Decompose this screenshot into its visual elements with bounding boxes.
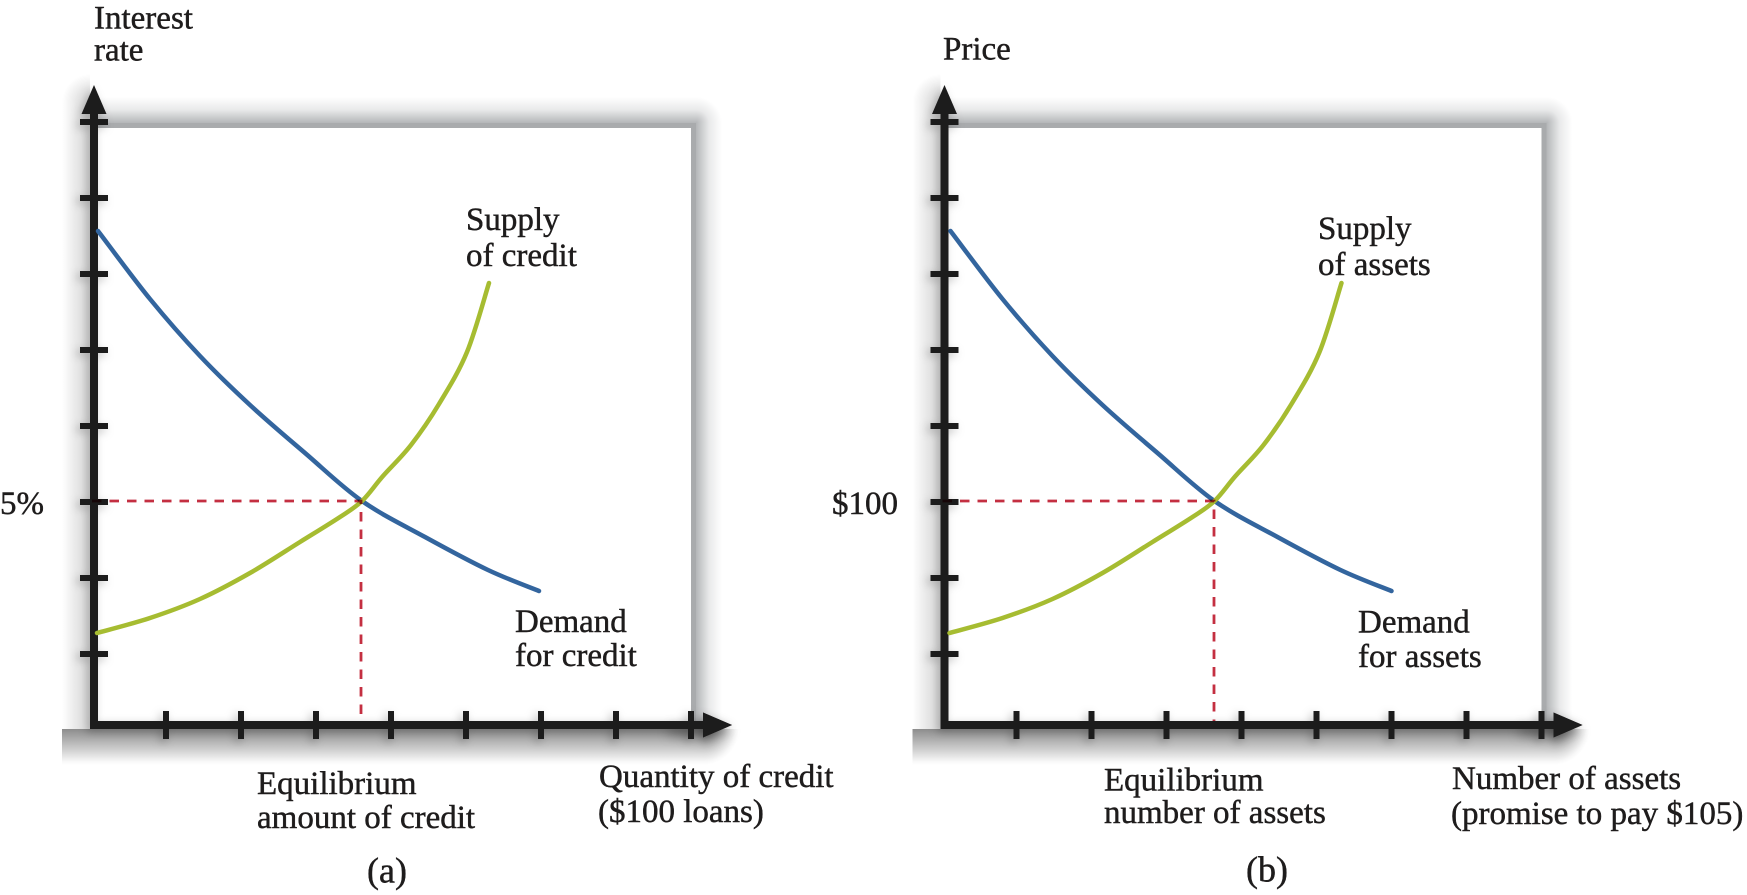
svg-text:Supply: Supply bbox=[1318, 211, 1412, 247]
svg-text:Number of assets: Number of assets bbox=[1452, 761, 1681, 797]
svg-text:5%: 5% bbox=[0, 486, 44, 522]
svg-text:Equilibrium: Equilibrium bbox=[257, 766, 417, 802]
svg-text:of assets: of assets bbox=[1318, 247, 1431, 283]
svg-text:$100: $100 bbox=[832, 486, 898, 522]
svg-text:($100 loans): ($100 loans) bbox=[598, 794, 764, 830]
svg-text:amount of credit: amount of credit bbox=[257, 800, 475, 836]
svg-text:Equilibrium: Equilibrium bbox=[1104, 763, 1264, 799]
svg-text:Supply: Supply bbox=[466, 202, 560, 238]
svg-text:Demand: Demand bbox=[515, 604, 627, 640]
svg-text:Quantity of credit: Quantity of credit bbox=[599, 759, 834, 795]
svg-text:(b): (b) bbox=[1246, 850, 1288, 890]
svg-text:Demand: Demand bbox=[1358, 605, 1470, 641]
svg-text:rate: rate bbox=[94, 33, 143, 69]
svg-text:for credit: for credit bbox=[515, 638, 637, 674]
svg-text:of credit: of credit bbox=[466, 238, 577, 274]
svg-text:for assets: for assets bbox=[1358, 639, 1482, 675]
svg-text:Price: Price bbox=[943, 32, 1011, 68]
svg-text:Interest: Interest bbox=[94, 1, 193, 37]
svg-text:(a): (a) bbox=[367, 851, 407, 891]
svg-text:(promise to pay $105): (promise to pay $105) bbox=[1451, 796, 1743, 832]
svg-text:number of assets: number of assets bbox=[1104, 795, 1326, 831]
